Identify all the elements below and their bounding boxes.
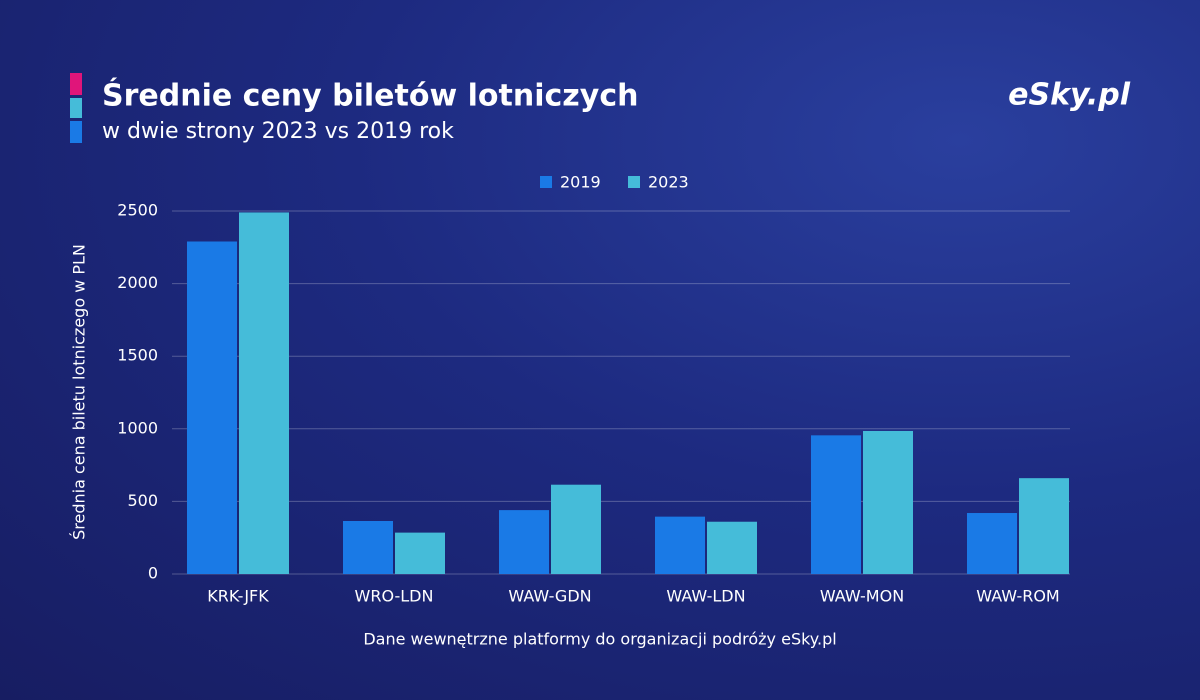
x-tick-label: KRK-JFK — [207, 587, 269, 606]
y-tick-label: 1500 — [117, 346, 158, 365]
bar — [811, 435, 861, 574]
x-tick-label: WAW-GDN — [508, 587, 591, 606]
x-tick-label: WAW-LDN — [666, 587, 745, 606]
y-tick-label: 2500 — [117, 201, 158, 220]
chart-subtitle: w dwie strony 2023 vs 2019 rok — [102, 119, 454, 144]
y-tick-label: 500 — [127, 491, 158, 510]
y-tick-label: 2000 — [117, 273, 158, 292]
bar — [499, 510, 549, 574]
bar — [239, 212, 289, 574]
bar — [655, 516, 705, 574]
source-note: Dane wewnętrzne platformy do organizacji… — [363, 630, 836, 649]
y-axis-label: Średnia cena biletu lotniczego w PLN — [70, 244, 89, 540]
bar — [707, 521, 757, 574]
y-tick-label: 0 — [148, 564, 158, 583]
legend-label: 2023 — [648, 173, 689, 192]
chart-title: Średnie ceny biletów lotniczych — [102, 77, 638, 114]
bar — [343, 521, 393, 574]
x-tick-label: WRO-LDN — [355, 587, 434, 606]
legend-swatch — [540, 176, 552, 188]
bar — [187, 241, 237, 574]
x-tick-label: WAW-ROM — [976, 587, 1059, 606]
bar — [1019, 478, 1069, 574]
x-tick-label: WAW-MON — [820, 587, 904, 606]
legend-label: 2019 — [560, 173, 601, 192]
bar — [967, 513, 1017, 574]
bar — [863, 430, 913, 574]
accent — [70, 98, 82, 118]
y-tick-label: 1000 — [117, 418, 158, 437]
accent — [70, 73, 82, 95]
bar — [395, 532, 445, 574]
legend-swatch — [628, 176, 640, 188]
accent — [70, 121, 82, 143]
logo: eSky.pl — [1008, 78, 1131, 113]
bar — [551, 484, 601, 574]
